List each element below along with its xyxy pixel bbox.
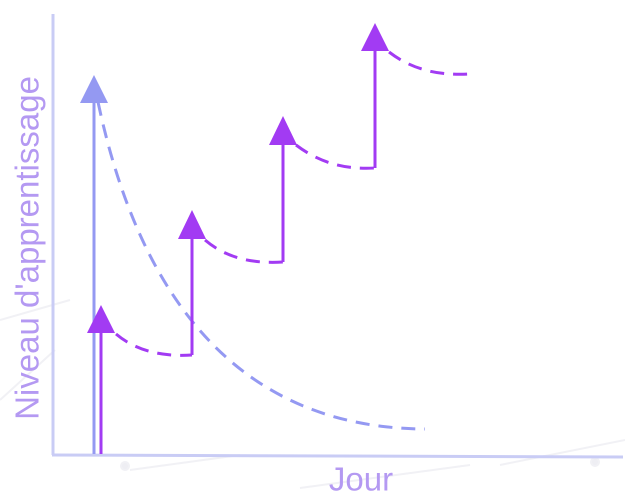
background-line: [499, 439, 625, 466]
review-arrow-1-head: [87, 305, 115, 333]
axes: [51, 14, 624, 459]
review-decay-4: [388, 50, 471, 76]
background-line: [0, 299, 71, 321]
review-decay-1: [115, 332, 193, 357]
background-line: [299, 464, 471, 489]
review-arrow-4-head: [361, 23, 389, 51]
background-network: [0, 299, 625, 489]
review-decay-3: [295, 143, 376, 170]
initial-learning-arrow-head: [80, 75, 108, 103]
forgetting-curve-no-review: [80, 75, 426, 454]
x-axis-label: Jour: [328, 460, 394, 498]
review-arrow-2-head: [178, 210, 206, 239]
y-axis-label: Niveau d'apprentissage: [8, 76, 46, 420]
review-decay-2: [204, 238, 284, 264]
background-line: [0, 349, 56, 401]
forgetting-curve-with-reviews: [87, 23, 471, 454]
background-node: [590, 457, 600, 467]
background-line: [129, 454, 241, 471]
background-node: [120, 461, 130, 471]
x-axis: [51, 453, 624, 459]
review-arrow-3-head: [269, 116, 297, 145]
forgetting-curve-dashed: [96, 101, 426, 431]
